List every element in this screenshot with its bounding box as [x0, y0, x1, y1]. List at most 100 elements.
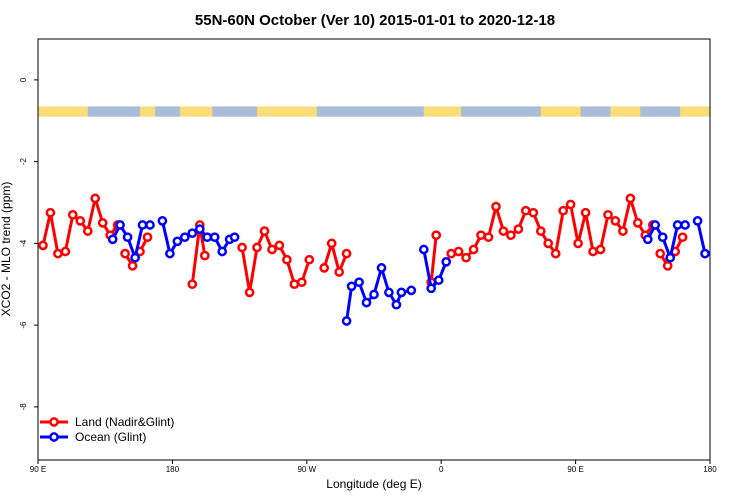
land-point: [662, 260, 673, 271]
x-tick-label: 180: [703, 465, 717, 474]
land-point: [142, 232, 153, 243]
land-point: [90, 193, 101, 204]
ocean-point: [692, 216, 703, 226]
land-point: [431, 230, 442, 241]
land-point: [528, 207, 539, 218]
ocean-point: [115, 220, 125, 230]
ocean-point: [642, 234, 653, 245]
legend-land-marker: [49, 417, 59, 427]
ocean-point: [194, 224, 205, 234]
ocean-point: [665, 252, 676, 263]
x-axis-label: Longitude (deg E): [326, 477, 421, 491]
land-point: [296, 277, 307, 288]
ocean-point: [229, 232, 240, 243]
y-tick-label: -2: [19, 158, 28, 166]
ocean-point: [165, 248, 175, 259]
ocean-point: [680, 220, 690, 230]
ocean-patch: [154, 106, 180, 117]
land-point: [625, 193, 636, 204]
land-point: [618, 226, 628, 236]
land-point: [573, 238, 583, 249]
y-tick-label: 0: [19, 77, 28, 82]
land-point: [267, 244, 277, 255]
land-point: [498, 226, 509, 236]
land-point: [446, 248, 457, 259]
ocean-point: [396, 287, 407, 298]
land-point: [468, 244, 479, 255]
land-point: [82, 226, 93, 236]
land-point: [282, 254, 292, 265]
x-tick-label: 90 E: [30, 465, 46, 474]
land-point: [326, 238, 337, 249]
ocean-patch: [461, 106, 541, 117]
ocean-point: [391, 299, 402, 310]
ocean-series-line: [696, 220, 707, 254]
land-point: [453, 246, 464, 257]
ocean-point: [441, 256, 452, 267]
ocean-point: [122, 232, 133, 243]
land-point: [483, 232, 494, 243]
x-tick-label: 90 W: [297, 465, 316, 474]
ocean-point: [376, 263, 387, 273]
ocean-point: [657, 232, 668, 243]
ocean-point: [650, 220, 661, 230]
land-ocean-band: [38, 106, 710, 117]
land-point: [53, 248, 63, 259]
ocean-point: [130, 252, 140, 263]
ocean-patch: [316, 106, 424, 117]
land-point: [655, 248, 666, 259]
x-tick-label: 180: [166, 465, 180, 474]
ocean-point: [433, 275, 444, 286]
ocean-point: [179, 232, 190, 243]
land-point: [677, 232, 688, 243]
ocean-point: [172, 236, 183, 247]
land-point: [67, 209, 78, 220]
land-point: [565, 199, 576, 210]
land-point: [543, 238, 554, 249]
legend-ocean-label: Ocean (Glint): [75, 430, 146, 444]
land-point: [580, 207, 591, 218]
ocean-patch: [580, 106, 611, 117]
ocean-point: [418, 244, 429, 255]
land-point: [304, 254, 315, 265]
land-point: [244, 287, 255, 298]
land-point: [603, 209, 613, 220]
ocean-point: [202, 232, 213, 243]
ocean-point: [369, 289, 379, 300]
land-point: [75, 216, 86, 226]
legend: Land (Nadir&Glint) Ocean (Glint): [40, 415, 174, 444]
ocean-point: [209, 232, 220, 243]
land-point: [588, 246, 598, 257]
land-point: [187, 279, 198, 290]
ocean-series-line: [422, 249, 448, 290]
land-series-line: [429, 235, 438, 283]
y-tick-label: -4: [19, 239, 28, 247]
land-point: [237, 242, 247, 253]
land-point: [476, 230, 486, 241]
land-point: [558, 205, 569, 216]
ocean-point: [346, 281, 357, 292]
land-point: [550, 248, 561, 259]
land-point: [535, 226, 546, 236]
land-point: [341, 248, 352, 259]
ocean-point: [384, 287, 394, 298]
plot-frame: [37, 38, 711, 461]
ocean-point: [672, 220, 683, 230]
land-series-line: [322, 241, 348, 274]
land-point: [289, 279, 300, 290]
ocean-point: [137, 220, 148, 230]
ocean-patch: [640, 106, 681, 117]
chart-title: 55N-60N October (Ver 10) 2015-01-01 to 2…: [195, 12, 555, 29]
land-point: [595, 244, 606, 255]
land-point: [97, 218, 108, 228]
land-point: [120, 248, 130, 259]
y-tick-label: -8: [19, 403, 28, 411]
land-point: [520, 205, 531, 216]
land-point: [610, 216, 621, 226]
ocean-point: [107, 234, 118, 245]
ocean-point: [406, 285, 417, 296]
land-point: [461, 252, 471, 263]
y-axis-label: XCO2 - MLO trend (ppm): [0, 182, 13, 317]
ocean-point: [341, 316, 352, 326]
